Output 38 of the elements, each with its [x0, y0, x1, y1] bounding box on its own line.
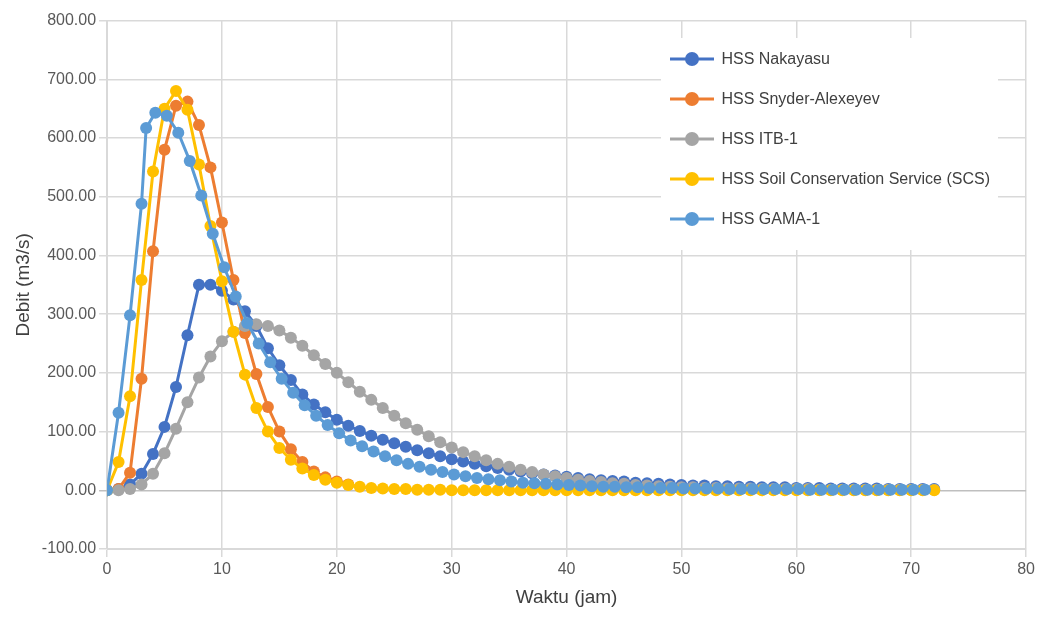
- point: [147, 245, 160, 258]
- legend-label: HSS GAMA-1: [721, 210, 821, 228]
- point: [284, 443, 297, 456]
- x-tick-label: 50: [672, 560, 691, 578]
- y-tick-label: 0.00: [64, 480, 97, 498]
- legend-label: HSS Snyder-Alexeyev: [721, 90, 880, 108]
- x-tick-label: 40: [557, 560, 576, 578]
- y-tick-label: 800.00: [47, 11, 97, 29]
- point: [215, 216, 228, 229]
- x-tick-label: 60: [787, 560, 806, 578]
- point: [124, 466, 137, 479]
- point: [273, 425, 286, 438]
- x-tick-label: 0: [102, 560, 112, 578]
- point: [192, 119, 205, 132]
- x-tick-label: 30: [442, 560, 461, 578]
- y-tick-label: 400.00: [47, 245, 97, 263]
- y-tick-label: 700.00: [47, 69, 97, 87]
- y-tick-label: 600.00: [47, 128, 97, 146]
- y-tick-label: 300.00: [47, 304, 97, 322]
- point: [158, 143, 171, 156]
- x-tick-label: 20: [327, 560, 346, 578]
- y-axis-title: Debit (m3/s): [11, 233, 33, 337]
- point: [135, 372, 148, 385]
- legend-label: HSS Soil Conservation Service (SCS): [721, 170, 990, 188]
- x-tick-label: 70: [902, 560, 921, 578]
- y-tick-label: 100.00: [47, 421, 97, 439]
- x-tick-label: 10: [213, 560, 231, 578]
- y-tick-label: 200.00: [47, 363, 97, 381]
- x-axis-title: Waktu (jam): [515, 585, 618, 607]
- y-tick-label: -100.00: [41, 539, 97, 557]
- x-tick-label: 80: [1017, 560, 1036, 578]
- point: [169, 99, 182, 112]
- point: [261, 400, 274, 413]
- y-tick-label: 500.00: [47, 187, 97, 205]
- point: [204, 161, 217, 174]
- legend-label: HSS Nakayasu: [721, 50, 830, 68]
- point: [250, 368, 263, 381]
- legend-label: HSS ITB-1: [721, 130, 798, 148]
